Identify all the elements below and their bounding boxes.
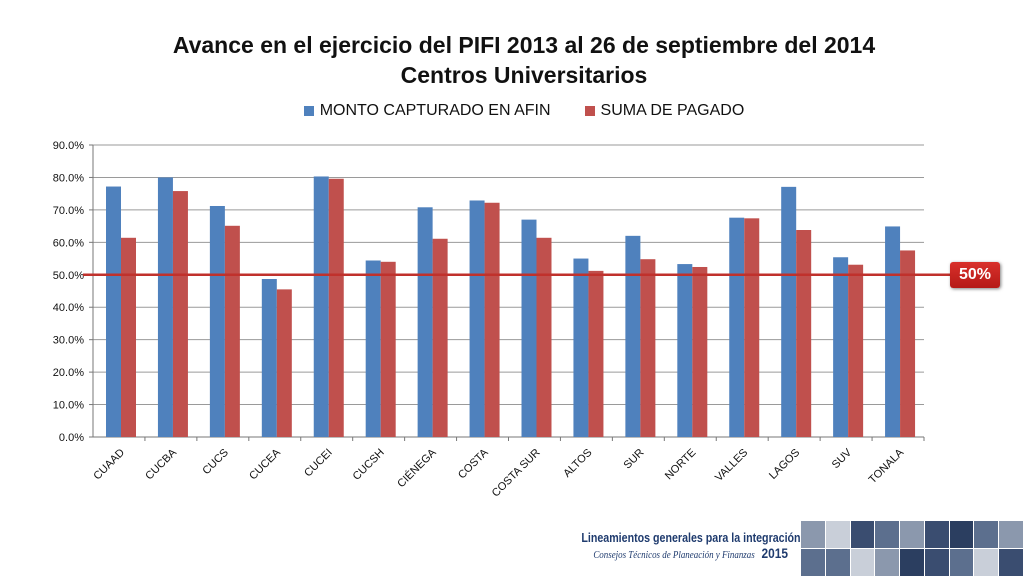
x-tick-label: CUCBA [143, 446, 179, 482]
y-tick-label: 0.0% [59, 432, 84, 444]
legend-swatch-pagado [584, 106, 595, 116]
bar [469, 200, 485, 437]
bar [106, 186, 121, 437]
y-tick-label: 40.0% [53, 302, 84, 314]
x-tick-label: LAGOS [767, 447, 802, 482]
x-tick-label: CUCSH [351, 447, 387, 483]
y-tick-label: 30.0% [53, 335, 84, 347]
bar [729, 217, 745, 437]
bar [121, 237, 136, 437]
footer-photo-mosaic [801, 521, 1023, 576]
footer-sub-text: Consejos Técnicos de Planeación y Finanz… [593, 550, 755, 561]
bar [261, 278, 277, 437]
footer-branding: Lineamientos generales para la integraci… [536, 530, 841, 561]
x-tick-label: CIÉNEGA [395, 445, 440, 490]
bar [484, 202, 500, 437]
x-tick-label: TONALA [867, 446, 907, 486]
bar [172, 191, 188, 437]
legend-label-pagado: SUMA DE PAGADO [600, 102, 745, 119]
chart-title-line1: Avance en el ejercicio del PIFI 2013 al … [172, 32, 876, 58]
bar [692, 266, 708, 437]
bar [157, 177, 173, 437]
footer-sub-line: Consejos Técnicos de Planeación y Finanz… [574, 545, 788, 561]
bar [885, 226, 901, 437]
y-tick-label: 50.0% [53, 270, 84, 282]
y-tick-label: 80.0% [53, 172, 84, 184]
bar [417, 207, 433, 437]
bar [744, 218, 760, 437]
x-tick-label: SUV [830, 446, 855, 471]
bar [380, 261, 396, 437]
bar [224, 225, 240, 437]
x-tick-label: COSTA [456, 446, 491, 481]
bar [640, 259, 656, 437]
legend-item-pagado: SUMA DE PAGADO [584, 102, 745, 120]
y-tick-label: 60.0% [53, 237, 84, 249]
y-tick-label: 20.0% [53, 367, 84, 379]
legend-label-afin: MONTO CAPTURADO EN AFIN [319, 102, 551, 119]
bar [900, 250, 916, 437]
x-tick-label: CUCEA [247, 446, 283, 482]
bar [313, 176, 329, 437]
x-tick-label: NORTE [663, 447, 699, 483]
bar [328, 178, 344, 437]
bar [677, 264, 693, 437]
chart-title-line2: Centros Universitarios [400, 62, 648, 88]
bar [276, 289, 292, 437]
x-tick-label: CUCEI [302, 447, 335, 480]
bar [536, 237, 552, 437]
y-tick-label: 90.0% [53, 140, 84, 152]
bar [521, 219, 537, 437]
reference-line-label: 50% [950, 262, 1000, 288]
bar [209, 205, 225, 437]
footer-year: 2015 [761, 545, 788, 561]
chart-legend: MONTO CAPTURADO EN AFIN SUMA DE PAGADO [0, 102, 1024, 120]
chart-title: Avance en el ejercicio del PIFI 2013 al … [0, 30, 1024, 90]
bar [781, 186, 797, 437]
x-tick-label: CUCS [200, 447, 231, 478]
bar [833, 257, 849, 437]
x-tick-label: VALLES [713, 447, 750, 484]
bar [796, 230, 812, 437]
bar [588, 270, 604, 437]
x-tick-label: SUR [622, 447, 647, 472]
x-tick-label: ALTOS [561, 447, 594, 480]
legend-swatch-afin [303, 106, 314, 116]
y-tick-label: 10.0% [53, 400, 84, 412]
footer-main-text: Lineamientos generales para la integraci… [581, 530, 841, 545]
bar [625, 235, 641, 437]
x-tick-label: COSTA SUR [490, 447, 543, 500]
bar [365, 260, 381, 437]
y-tick-label: 70.0% [53, 205, 84, 217]
x-tick-label: CUAAD [91, 447, 127, 483]
bar [573, 258, 589, 437]
bar [432, 238, 448, 437]
bar [848, 264, 864, 437]
legend-item-afin: MONTO CAPTURADO EN AFIN [303, 102, 551, 120]
